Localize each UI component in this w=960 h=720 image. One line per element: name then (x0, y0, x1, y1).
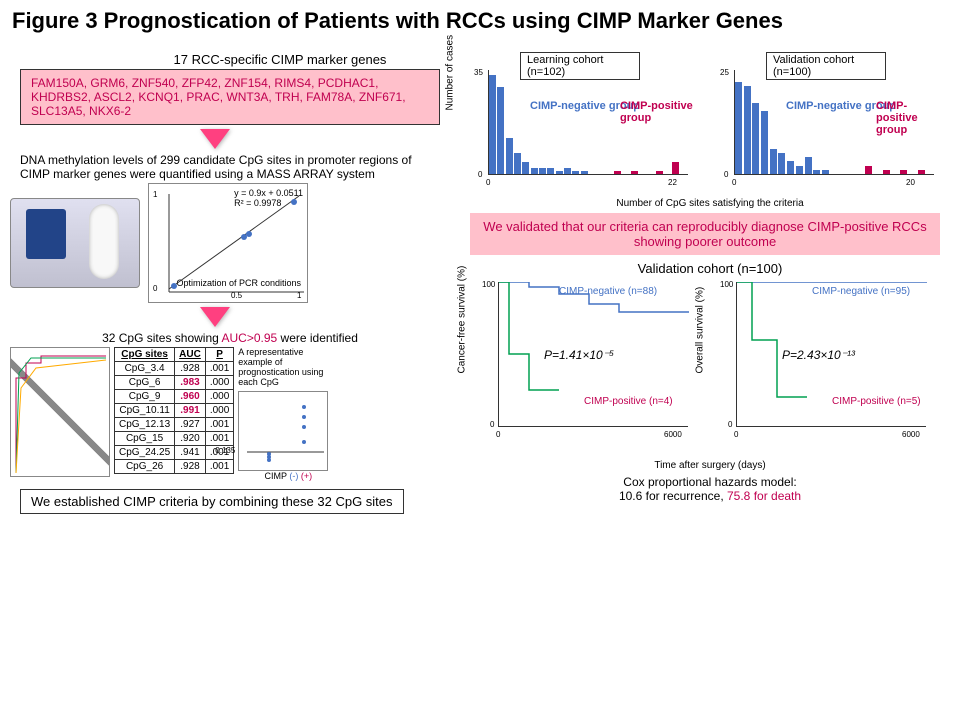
regression-chart: y = 0.9x + 0.0511R² = 0.9978 Optimizatio… (148, 183, 308, 303)
cox-model-text: Cox proportional hazards model: 10.6 for… (460, 475, 960, 503)
km-xlabel: Time after surgery (days) (460, 460, 960, 471)
km-cfs-chart: Cancer-free survival (%) CIMP-negative (… (464, 278, 694, 458)
validation-histogram: Validation cohort (n=100) CIMP-negative … (706, 50, 946, 200)
gene-count-label: 17 RCC-specific CIMP marker genes (100, 52, 460, 67)
right-column: Learning cohort (n=102) Number of cases … (460, 50, 960, 503)
figure-title: Figure 3 Prognostication of Patients wit… (0, 0, 960, 42)
km-header: Validation cohort (n=100) (460, 261, 960, 276)
gene-list-box: FAM150A, GRM6, ZNF540, ZFP42, ZNF154, RI… (20, 69, 440, 125)
validation-statement: We validated that our criteria can repro… (470, 213, 940, 255)
arrow-icon (200, 129, 230, 149)
arrow-icon (200, 307, 230, 327)
left-column: 17 RCC-specific CIMP marker genes FAM150… (0, 50, 460, 518)
representative-box: A representative example of prognosticat… (238, 347, 338, 481)
criteria-statement: We established CIMP criteria by combinin… (20, 489, 404, 514)
km-os-chart: Overall survival (%) CIMP-negative (n=95… (702, 278, 932, 458)
auc-identified-text: 32 CpG sites showing AUC>0.95 were ident… (0, 331, 460, 345)
roc-chart (10, 347, 110, 477)
equipment-image (10, 198, 140, 288)
dna-methylation-text: DNA methylation levels of 299 candidate … (20, 153, 440, 181)
learning-histogram: Learning cohort (n=102) Number of cases … (460, 50, 700, 200)
